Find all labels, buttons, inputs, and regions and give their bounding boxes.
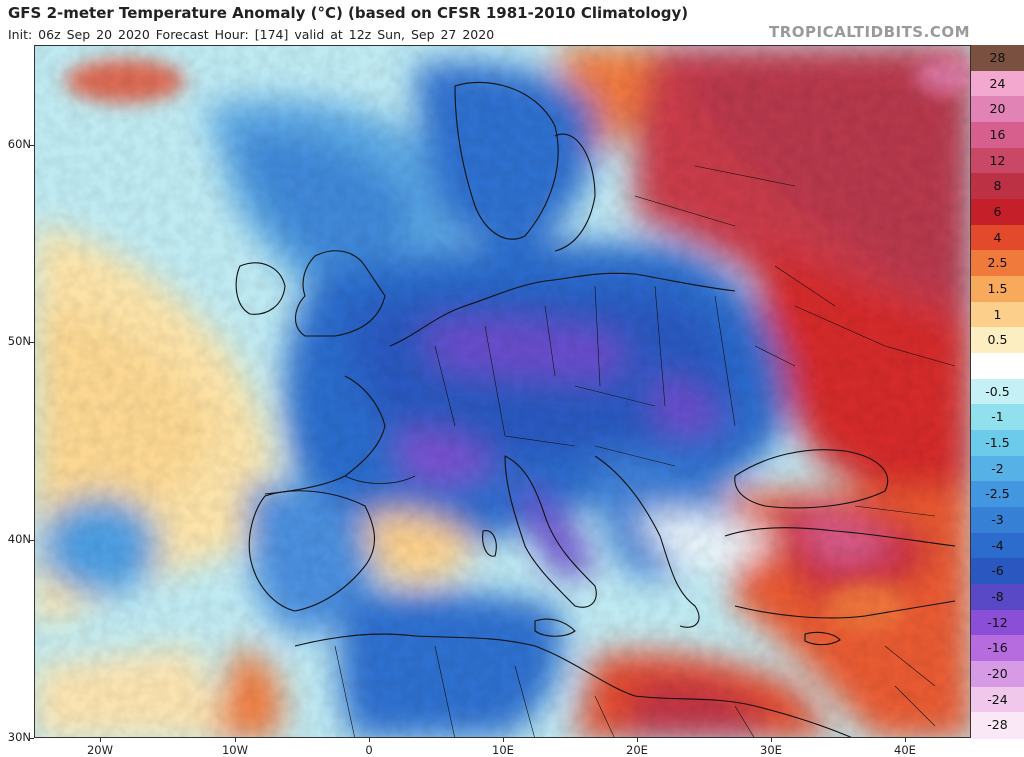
chart-title: GFS 2-meter Temperature Anomaly (°C) (ba… xyxy=(8,4,689,22)
colorbar-label: -1 xyxy=(991,409,1004,425)
colorbar-label: 2.5 xyxy=(987,255,1008,271)
colorbar-swatch xyxy=(971,327,1024,354)
colorbar-label: 4 xyxy=(993,229,1002,245)
colorbar-label: 0.5 xyxy=(987,332,1008,348)
colorbar-swatch xyxy=(971,532,1024,559)
colorbar-label: -2 xyxy=(991,460,1004,476)
colorbar-swatch xyxy=(971,455,1024,482)
lat-tick-60n xyxy=(29,145,34,146)
colorbar-label: 8 xyxy=(993,178,1002,194)
colorbar-swatch xyxy=(971,378,1024,405)
colorbar-swatch xyxy=(971,558,1024,585)
colorbar-label: 28 xyxy=(989,49,1006,65)
lat-label-40n: 40N xyxy=(7,532,31,546)
colorbar-legend: 28 24 20 16 12 8 6 4 2.5 1.5 1 0.5 -0.5 -1 -1.5 -2 -2.5 -… xyxy=(971,45,1024,739)
colorbar-label: 24 xyxy=(989,75,1006,91)
colorbar-swatch xyxy=(971,70,1024,97)
colorbar-swatch xyxy=(971,609,1024,636)
lon-tick-20e xyxy=(637,738,638,742)
lat-label-50n: 50N xyxy=(7,334,31,348)
colorbar-label: 1.5 xyxy=(987,280,1008,296)
colorbar-swatch xyxy=(971,661,1024,688)
brand-watermark[interactable]: TROPICALTIDBITS.COM xyxy=(769,23,970,41)
lat-label-60n: 60N xyxy=(7,137,31,151)
lon-label-10w: 10W xyxy=(221,743,248,757)
colorbar-swatch xyxy=(971,584,1024,611)
lon-tick-10w xyxy=(235,738,236,742)
lat-tick-50n xyxy=(29,342,34,343)
lon-label-40e: 40E xyxy=(894,743,916,757)
colorbar-label: 1 xyxy=(993,306,1002,322)
colorbar-swatch xyxy=(971,96,1024,123)
colorbar-swatch xyxy=(971,147,1024,174)
lon-label-0: 0 xyxy=(365,743,373,757)
colorbar-swatch xyxy=(971,481,1024,508)
colorbar-label: -8 xyxy=(991,588,1004,604)
colorbar-swatch xyxy=(971,276,1024,303)
country-borders xyxy=(235,81,956,737)
colorbar-swatch xyxy=(971,122,1024,149)
lon-tick-20w xyxy=(100,738,101,742)
lon-label-20e: 20E xyxy=(626,743,648,757)
colorbar-label: -6 xyxy=(991,563,1004,579)
anomaly-field xyxy=(35,46,970,737)
lon-tick-0 xyxy=(369,738,370,742)
colorbar-swatch xyxy=(971,353,1024,380)
colorbar-swatch xyxy=(971,224,1024,251)
colorbar-label: 12 xyxy=(989,152,1006,168)
colorbar-swatch xyxy=(971,301,1024,328)
colorbar-label: -28 xyxy=(987,717,1008,733)
colorbar-label: -24 xyxy=(987,691,1008,707)
colorbar-swatch xyxy=(971,250,1024,277)
colorbar-swatch xyxy=(971,45,1024,72)
colorbar-label: -12 xyxy=(987,614,1008,630)
lat-tick-40n xyxy=(29,540,34,541)
map-canvas xyxy=(35,46,970,737)
anomaly-map xyxy=(34,45,971,738)
lon-tick-30e xyxy=(771,738,772,742)
colorbar-swatch xyxy=(971,173,1024,200)
colorbar-label: 16 xyxy=(989,126,1006,142)
colorbar-label: -4 xyxy=(991,537,1004,553)
lon-label-20w: 20W xyxy=(86,743,113,757)
colorbar-label: -20 xyxy=(987,665,1008,681)
colorbar-swatch xyxy=(971,507,1024,534)
colorbar-swatch xyxy=(971,199,1024,226)
colorbar-label: 20 xyxy=(989,101,1006,117)
colorbar-swatch xyxy=(971,404,1024,431)
lon-tick-10e xyxy=(503,738,504,742)
colorbar-label: -16 xyxy=(987,640,1008,656)
forecast-info: Init: 06z Sep 20 2020 Forecast Hour: [17… xyxy=(8,27,495,42)
lon-tick-40e xyxy=(905,738,906,742)
lat-tick-30n xyxy=(29,738,34,739)
lon-label-30e: 30E xyxy=(760,743,782,757)
colorbar-swatch xyxy=(971,712,1024,739)
colorbar-label: -2.5 xyxy=(985,486,1010,502)
colorbar-label: -1.5 xyxy=(985,434,1010,450)
colorbar-swatch xyxy=(971,635,1024,662)
colorbar-label: -0.5 xyxy=(985,383,1010,399)
lon-label-10e: 10E xyxy=(492,743,514,757)
colorbar-swatch xyxy=(971,686,1024,713)
colorbar-swatch xyxy=(971,430,1024,457)
colorbar-label: -3 xyxy=(991,511,1004,527)
colorbar-label: 6 xyxy=(993,203,1002,219)
lat-label-30n: 30N xyxy=(7,730,31,744)
